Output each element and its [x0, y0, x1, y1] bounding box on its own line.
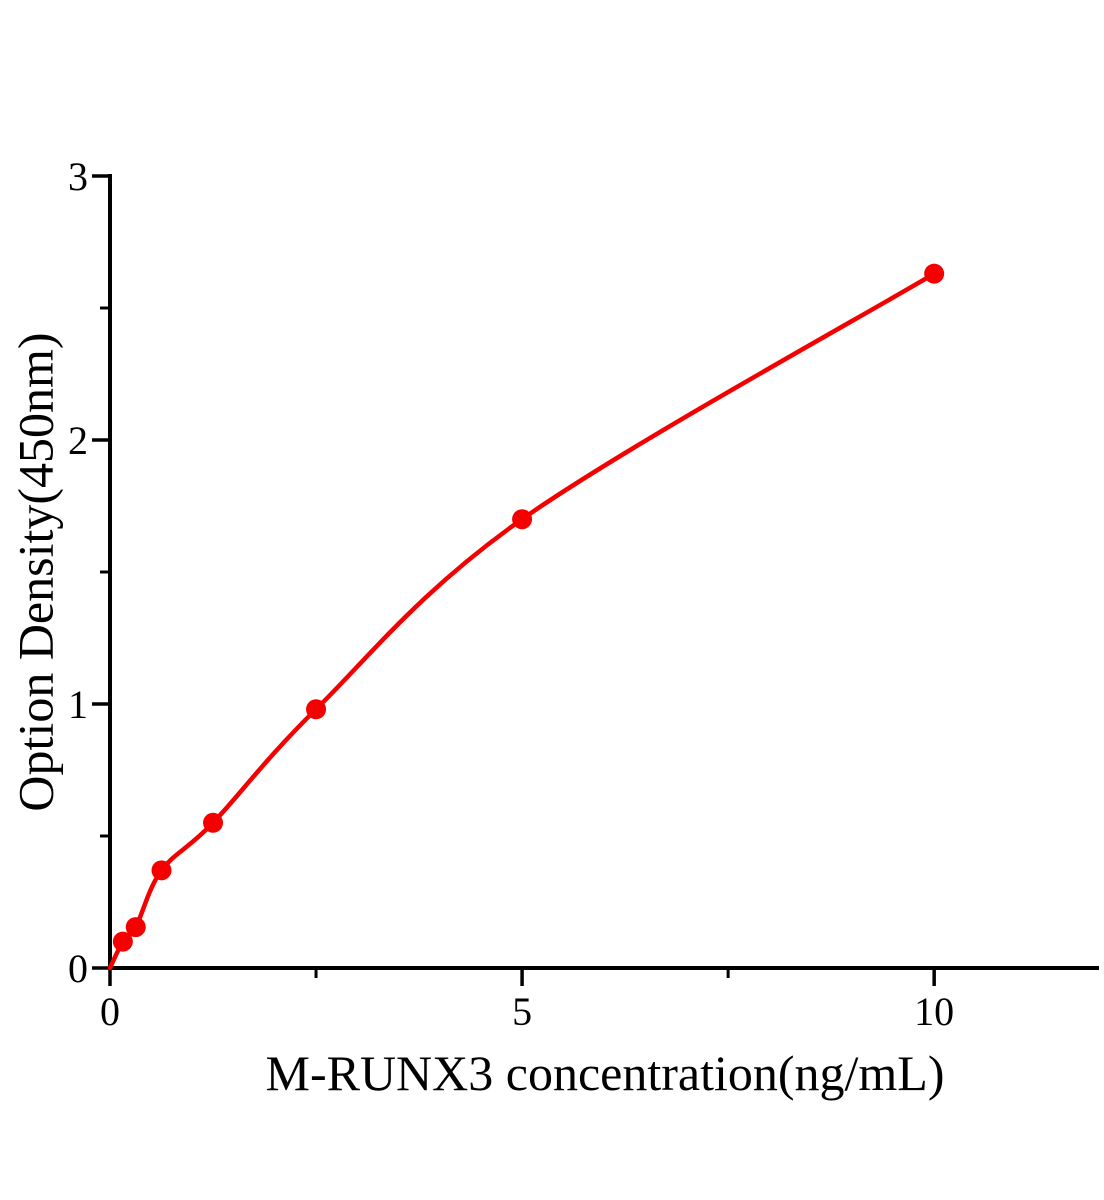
y-axis-title: Option Density(450nm)	[7, 332, 64, 812]
x-axis-title: M-RUNX3 concentration(ng/mL)	[265, 1045, 945, 1101]
data-point	[151, 860, 172, 881]
y-tick-label: 1	[68, 682, 88, 727]
x-tick-label: 10	[914, 989, 954, 1034]
data-point	[125, 917, 146, 938]
y-tick-label: 0	[68, 946, 88, 991]
x-tick-label: 0	[100, 989, 120, 1034]
y-tick-label: 2	[68, 418, 88, 463]
x-tick-label: 5	[512, 989, 532, 1034]
data-point	[306, 699, 327, 720]
data-point	[512, 509, 533, 530]
data-point	[112, 931, 133, 952]
fit-curve	[107, 271, 937, 971]
data-point	[203, 812, 224, 833]
data-point	[924, 263, 945, 284]
y-tick-label: 3	[68, 154, 88, 199]
